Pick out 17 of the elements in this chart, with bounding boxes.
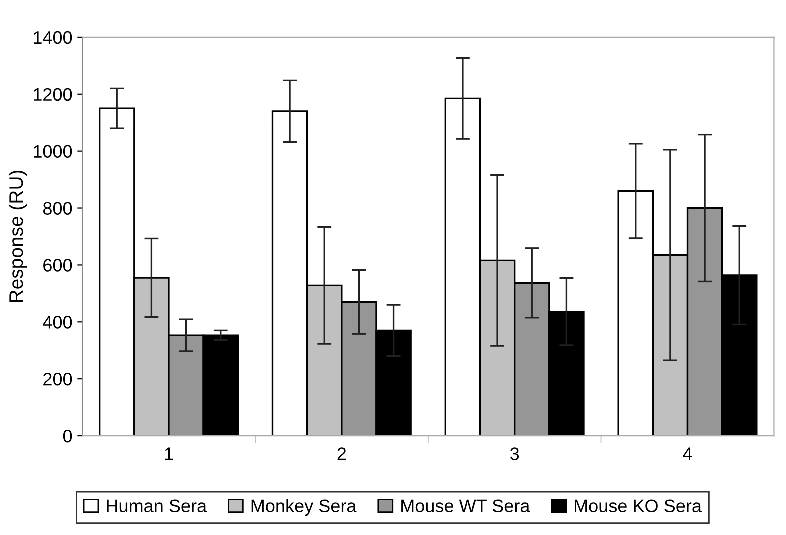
x-tick-label: 3 — [510, 448, 520, 460]
y-axis-title: Response (RU) — [8, 170, 28, 302]
legend-label: Mouse WT Sera — [402, 500, 530, 513]
legend-label: Mouse KO Sera — [575, 500, 702, 513]
y-tick-label: 200 — [44, 373, 72, 386]
legend-label: Monkey Sera — [252, 499, 357, 516]
y-tick-label: 0 — [63, 430, 72, 443]
x-tick-label: 4 — [683, 448, 692, 460]
x-tick-label: 2 — [338, 448, 346, 460]
y-tick-label: 1400 — [34, 31, 72, 44]
legend-label: Human Sera — [107, 500, 208, 513]
y-tick-label: 1000 — [34, 145, 72, 158]
x-tick-label: 1 — [165, 448, 174, 460]
y-tick-label: 600 — [44, 259, 72, 272]
y-tick-label: 400 — [43, 316, 72, 329]
y-tick-label: 800 — [43, 202, 72, 215]
y-tick-label: 1200 — [34, 88, 72, 102]
